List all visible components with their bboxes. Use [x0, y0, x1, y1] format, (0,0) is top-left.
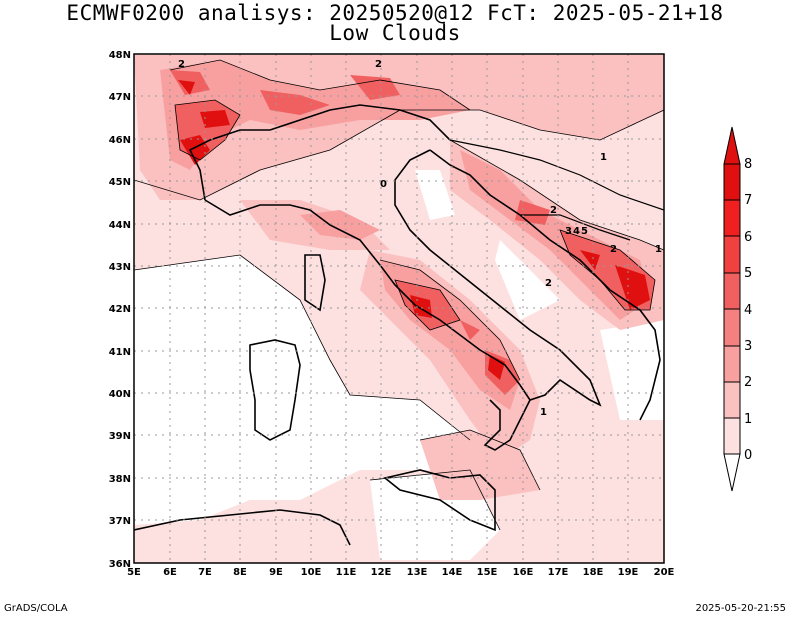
footer-credit: GrADS/COLA — [4, 603, 68, 614]
lat-label: 44N — [109, 220, 131, 231]
colorbar-bottom-arrow — [723, 453, 741, 492]
map-frame — [133, 53, 665, 564]
colorbar-swatch — [723, 417, 741, 455]
lat-label: 36N — [109, 559, 131, 570]
contour-label: 1 — [540, 407, 547, 418]
map-title: ECMWF0200 analisys: 20250520@12 FcT: 202… — [66, 1, 724, 25]
contour-lines — [134, 59, 664, 531]
lon-label: 6E — [163, 567, 177, 578]
contour-value-labels: 2 2 2 3 4 5 2 1 2 0 1 1 — [178, 59, 662, 418]
contour-label: 1 — [655, 244, 662, 255]
lon-label: 11E — [336, 567, 357, 578]
lon-label: 12E — [371, 567, 392, 578]
map-subtitle: Low Clouds — [329, 21, 461, 45]
lat-label: 40N — [109, 389, 131, 400]
lat-label: 39N — [109, 431, 131, 442]
lon-label: 15E — [477, 567, 498, 578]
colorbar-swatch — [723, 163, 741, 201]
lat-label: 38N — [109, 474, 131, 485]
colorbar-swatch — [723, 235, 741, 274]
contour-label: 4 — [573, 226, 580, 237]
lat-label: 48N — [109, 50, 131, 61]
cloud-field — [134, 54, 664, 563]
grid — [134, 54, 664, 563]
lon-label: 13E — [407, 567, 428, 578]
lat-label: 43N — [109, 262, 131, 273]
colorbar-swatch — [723, 272, 741, 310]
colorbar-label: 7 — [744, 193, 752, 208]
lat-label: 41N — [109, 347, 131, 358]
lon-label: 20E — [654, 567, 675, 578]
lon-label: 19E — [618, 567, 639, 578]
lon-label: 7E — [198, 567, 212, 578]
contour-label: 2 — [550, 205, 557, 216]
longitude-labels: 5E 6E 7E 8E 9E 10E 11E 12E 13E 14E 15E 1… — [127, 567, 674, 578]
colorbar-top-arrow — [723, 126, 741, 165]
lat-label: 42N — [109, 304, 131, 315]
latitude-labels: 48N 47N 46N 45N 44N 43N 42N 41N 40N 39N … — [109, 50, 131, 570]
contour-label: 0 — [380, 179, 387, 190]
contour-label: 2 — [375, 59, 382, 70]
lon-label: 14E — [442, 567, 463, 578]
contour-label: 1 — [600, 152, 607, 163]
lat-label: 45N — [109, 177, 131, 188]
colorbar-label: 8 — [744, 157, 752, 172]
lat-label: 47N — [109, 92, 131, 103]
colorbar-label: 1 — [744, 412, 752, 427]
colorbar-label: 2 — [744, 375, 752, 390]
lon-label: 8E — [233, 567, 247, 578]
lon-label: 16E — [513, 567, 534, 578]
colorbar-swatch — [723, 381, 741, 419]
lat-label: 46N — [109, 135, 131, 146]
contour-label: 2 — [610, 244, 617, 255]
lon-label: 17E — [548, 567, 569, 578]
colorbar-label: 5 — [744, 266, 752, 281]
footer-timestamp: 2025-05-20-21:55 — [695, 603, 786, 614]
colorbar-label: 0 — [744, 448, 752, 463]
lon-label: 5E — [127, 567, 141, 578]
lon-label: 9E — [269, 567, 283, 578]
lon-label: 18E — [583, 567, 604, 578]
contour-label: 2 — [178, 59, 185, 70]
colorbar-label: 4 — [744, 303, 752, 318]
lon-label: 10E — [301, 567, 322, 578]
contour-label: 5 — [581, 226, 588, 237]
contour-label: 2 — [545, 278, 552, 289]
colorbar-swatch — [723, 199, 741, 237]
contour-label: 3 — [565, 226, 572, 237]
lat-label: 37N — [109, 516, 131, 527]
colorbar: 8 7 6 5 4 3 2 1 0 — [723, 126, 752, 492]
coastlines — [134, 104, 664, 546]
colorbar-label: 3 — [744, 339, 752, 354]
colorbar-label: 6 — [744, 230, 752, 245]
colorbar-swatch — [723, 345, 741, 383]
colorbar-swatch — [723, 308, 741, 347]
